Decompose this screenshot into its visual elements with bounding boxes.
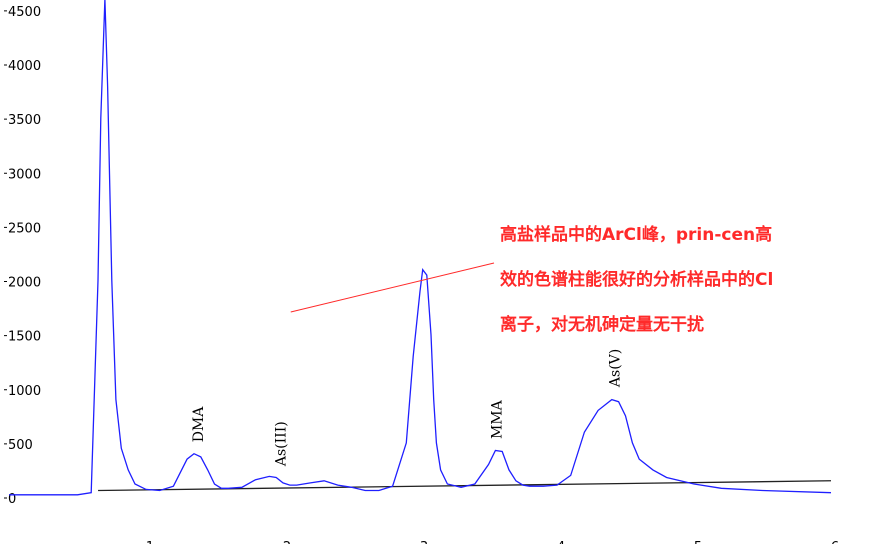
x-tick-label: 1 <box>146 540 154 544</box>
peak-label: As(V) <box>608 349 624 388</box>
y-tick-label: 4000 <box>8 59 41 74</box>
annotation-line: 离子，对无机砷定量无干扰 <box>500 314 704 335</box>
x-tick-label: 3 <box>420 540 428 544</box>
y-tick-label: 4500 <box>8 5 41 20</box>
y-tick-label: 2000 <box>8 276 41 291</box>
annotation-line: 效的色谱柱能很好的分析样品中的Cl <box>500 269 773 290</box>
y-tick-label: 0 <box>8 492 16 507</box>
y-tick-label: 3500 <box>8 113 41 128</box>
x-tick-label: 6 <box>831 540 839 544</box>
x-axis: 1 2 3 4 5 6 <box>146 540 839 544</box>
y-tick-label: 1500 <box>8 330 41 345</box>
y-axis: 4500 4000 3500 3000 2500 2000 1500 1000 500 0 <box>4 5 41 507</box>
y-tick-label: 1000 <box>8 384 41 399</box>
y-tick-label: 2500 <box>8 221 41 236</box>
chromatogram-line <box>9 0 832 496</box>
y-tick-label: 500 <box>8 438 33 453</box>
peak-label: MMA <box>490 399 506 439</box>
x-tick-label: 4 <box>557 540 565 544</box>
x-tick-label: 2 <box>283 540 291 544</box>
peak-label: As(III) <box>273 421 289 467</box>
y-tick-label: 3000 <box>8 167 41 182</box>
x-tick-label: 5 <box>694 540 702 544</box>
baseline-line <box>98 480 832 492</box>
annotation-pointer <box>290 262 495 313</box>
annotation-line: 高盐样品中的ArCl峰，prin-cen高 <box>500 224 772 245</box>
peak-label: DMA <box>191 406 207 443</box>
